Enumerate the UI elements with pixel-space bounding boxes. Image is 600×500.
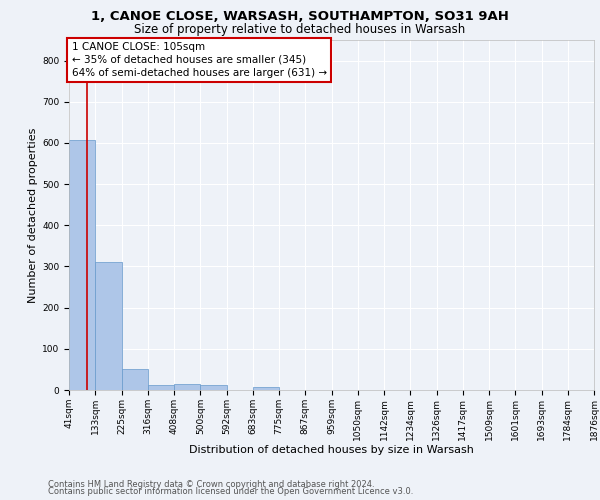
Bar — [200, 384, 227, 390]
Bar — [174, 384, 200, 390]
Bar — [253, 387, 279, 390]
Bar — [148, 385, 174, 390]
Bar — [95, 262, 122, 390]
Bar — [69, 140, 95, 390]
Text: 1, CANOE CLOSE, WARSASH, SOUTHAMPTON, SO31 9AH: 1, CANOE CLOSE, WARSASH, SOUTHAMPTON, SO… — [91, 10, 509, 23]
Text: Contains public sector information licensed under the Open Government Licence v3: Contains public sector information licen… — [48, 487, 413, 496]
Bar — [122, 368, 148, 390]
Text: Size of property relative to detached houses in Warsash: Size of property relative to detached ho… — [134, 22, 466, 36]
Text: 1 CANOE CLOSE: 105sqm
← 35% of detached houses are smaller (345)
64% of semi-det: 1 CANOE CLOSE: 105sqm ← 35% of detached … — [71, 42, 327, 78]
Y-axis label: Number of detached properties: Number of detached properties — [28, 128, 38, 302]
X-axis label: Distribution of detached houses by size in Warsash: Distribution of detached houses by size … — [189, 446, 474, 456]
Text: Contains HM Land Registry data © Crown copyright and database right 2024.: Contains HM Land Registry data © Crown c… — [48, 480, 374, 489]
